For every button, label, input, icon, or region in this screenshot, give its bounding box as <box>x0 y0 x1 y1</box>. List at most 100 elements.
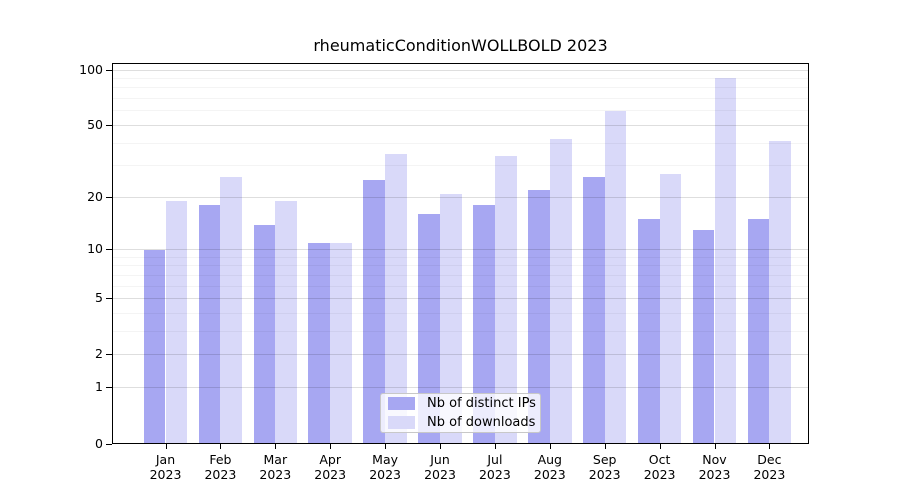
plot-area <box>112 63 809 444</box>
bar-downloads-oct <box>659 173 682 443</box>
gridline-minor-9 <box>113 256 808 258</box>
x-tick-label-mar-2023: Mar 2023 <box>245 452 305 482</box>
y-tick-label-20: 20 <box>87 188 103 204</box>
x-tick-jan <box>165 444 167 449</box>
gridline-major-10 <box>113 249 808 251</box>
x-tick-label-feb-2023: Feb 2023 <box>190 452 250 482</box>
x-tick-year: 2023 <box>259 466 292 482</box>
bar-downloads-jul <box>494 155 517 443</box>
x-tick-month: Apr <box>319 452 341 467</box>
bar-downloads-nov <box>714 78 737 443</box>
x-tick-year: 2023 <box>149 466 182 482</box>
y-tick-2 <box>106 354 112 356</box>
bar-downloads-mar <box>275 201 298 443</box>
x-tick-label-sep-2023: Sep 2023 <box>575 452 635 482</box>
x-tick-label-oct-2023: Oct 2023 <box>630 452 690 482</box>
x-tick-sep <box>604 444 606 449</box>
x-tick-year: 2023 <box>204 466 237 482</box>
x-tick-jun <box>440 444 441 449</box>
bar-ips-feb <box>198 205 221 443</box>
bar-downloads-jun <box>440 193 462 443</box>
x-tick-nov <box>714 444 716 449</box>
y-tick-label-100: 100 <box>79 61 103 77</box>
x-tick-month: Dec <box>757 452 782 467</box>
y-tick-100 <box>106 69 112 71</box>
y-tick-label-1: 1 <box>95 379 103 395</box>
x-tick-year: 2023 <box>753 466 786 482</box>
bar-ips-sep <box>582 176 605 443</box>
x-tick-year: 2023 <box>588 466 621 482</box>
gridline-minor-7 <box>113 274 808 276</box>
bar-ips-jul <box>473 205 495 443</box>
y-tick-1 <box>106 387 112 389</box>
gridline-major-100 <box>113 69 808 71</box>
x-tick-month: Sep <box>592 452 617 467</box>
gridline-major-2 <box>113 354 808 356</box>
x-tick-year: 2023 <box>314 466 347 482</box>
legend-item-downloads: Nb of downloads <box>388 415 540 431</box>
y-tick-5 <box>106 298 112 300</box>
gridline-major-50 <box>113 124 808 126</box>
x-tick-label-jun-2023: Jun 2023 <box>410 452 470 482</box>
x-tick-month: Jul <box>487 452 503 467</box>
legend-label-downloads: Nb of downloads <box>427 414 536 430</box>
legend-swatch-distinct-ips <box>388 397 415 410</box>
y-tick-label-5: 5 <box>95 290 103 306</box>
y-tick-label-50: 50 <box>87 116 103 132</box>
y-tick-label-2: 2 <box>95 346 103 362</box>
x-tick-month: Oct <box>648 452 671 467</box>
gridline-minor-40 <box>113 142 808 144</box>
y-tick-label-0: 0 <box>95 435 103 451</box>
x-tick-year: 2023 <box>369 466 401 482</box>
legend: Nb of distinct IPs Nb of downloads <box>380 393 541 433</box>
x-tick-month: Jan <box>155 452 176 467</box>
bar-ips-nov <box>692 230 715 443</box>
bar-ips-may <box>363 179 386 443</box>
x-tick-label-nov-2023: Nov 2023 <box>685 452 745 482</box>
x-tick-aug <box>549 444 551 449</box>
bar-ips-apr <box>308 242 331 443</box>
gridline-minor-4 <box>113 313 808 315</box>
legend-label-distinct-ips: Nb of distinct IPs <box>427 395 536 411</box>
gridline-minor-90 <box>113 77 808 79</box>
bar-downloads-aug <box>549 139 572 443</box>
gridline-minor-8 <box>113 265 808 267</box>
bar-downloads-may <box>385 153 407 443</box>
x-tick-label-jan-2023: Jan 2023 <box>136 452 196 482</box>
y-tick-50 <box>106 124 112 126</box>
bar-ips-jan <box>143 249 166 443</box>
x-tick-oct <box>659 444 661 449</box>
y-tick-20 <box>106 196 112 198</box>
x-tick-year: 2023 <box>643 466 676 482</box>
y-tick-10 <box>106 249 112 251</box>
bar-downloads-jan <box>165 201 188 443</box>
x-tick-jul <box>494 444 496 449</box>
x-tick-month: Jun <box>430 452 450 467</box>
x-tick-feb <box>220 444 222 449</box>
x-tick-month: Aug <box>537 452 562 467</box>
gridline-minor-60 <box>113 110 808 112</box>
bar-ips-aug <box>528 189 550 443</box>
bar-ips-mar <box>253 224 276 443</box>
x-tick-month: Nov <box>702 452 727 467</box>
x-tick-label-aug-2023: Aug 2023 <box>520 452 580 482</box>
y-tick-0 <box>106 443 112 445</box>
gridline-major-20 <box>113 196 808 198</box>
x-tick-month: May <box>372 452 399 467</box>
chart-title: rheumaticConditionWOLLBOLD 2023 <box>313 36 608 55</box>
gridline-major-5 <box>113 298 808 300</box>
x-tick-label-apr-2023: Apr 2023 <box>300 452 360 482</box>
bar-downloads-feb <box>220 176 243 443</box>
bar-downloads-sep <box>604 110 627 443</box>
x-tick-label-jul-2023: Jul 2023 <box>465 452 525 482</box>
x-tick-label-dec-2023: Dec 2023 <box>739 452 799 482</box>
x-tick-year: 2023 <box>478 466 511 482</box>
gridline-minor-80 <box>113 87 808 89</box>
bar-ips-dec <box>747 219 770 443</box>
x-tick-year: 2023 <box>533 466 566 482</box>
gridline-minor-3 <box>113 331 808 333</box>
x-tick-mar <box>275 444 277 449</box>
gridline-minor-30 <box>113 165 808 167</box>
x-tick-year: 2023 <box>424 466 456 482</box>
